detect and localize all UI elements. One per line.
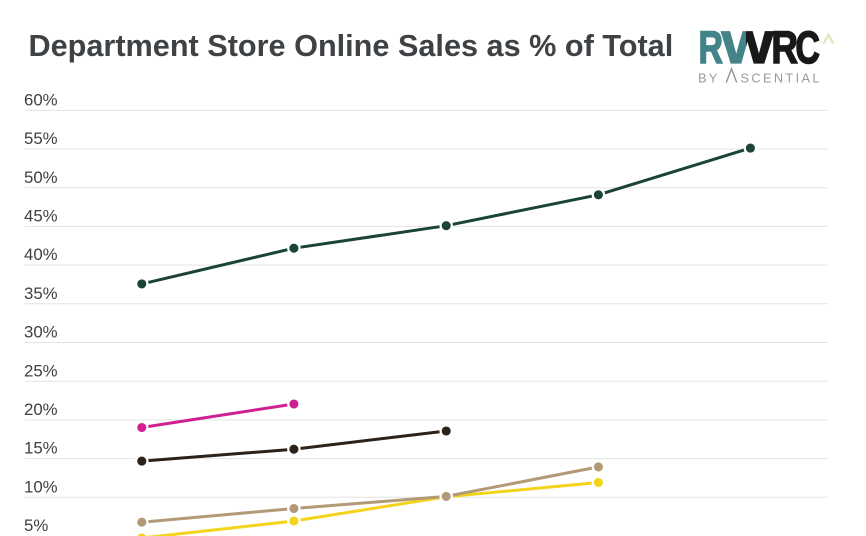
svg-text:35%: 35% bbox=[24, 284, 58, 303]
svg-text:25%: 25% bbox=[24, 361, 58, 380]
svg-text:60%: 60% bbox=[24, 91, 58, 110]
svg-text:BY: BY bbox=[698, 71, 719, 86]
svg-text:50%: 50% bbox=[24, 168, 58, 187]
svg-text:40%: 40% bbox=[24, 245, 58, 264]
svg-text:45%: 45% bbox=[24, 207, 58, 226]
svg-text:R: R bbox=[771, 23, 798, 73]
svg-text:15%: 15% bbox=[24, 439, 58, 458]
svg-text:55%: 55% bbox=[24, 129, 58, 148]
svg-text:R: R bbox=[699, 24, 723, 74]
svg-text:10%: 10% bbox=[24, 477, 58, 496]
svg-text:5%: 5% bbox=[24, 516, 48, 535]
svg-text:20%: 20% bbox=[24, 400, 58, 419]
svg-text:W: W bbox=[721, 22, 774, 73]
svg-text:30%: 30% bbox=[24, 323, 58, 342]
svg-text:SCENTIAL: SCENTIAL bbox=[741, 71, 822, 86]
svg-text:C: C bbox=[796, 24, 820, 74]
